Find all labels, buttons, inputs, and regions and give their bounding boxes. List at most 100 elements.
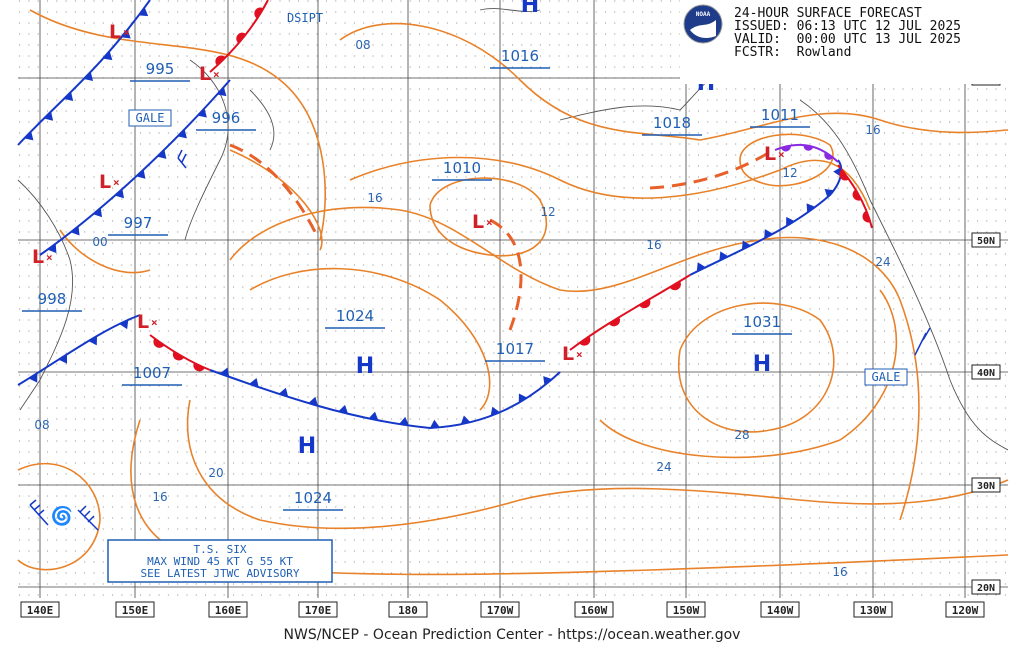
low-center: L [99, 171, 111, 193]
dot-grid [18, 0, 1008, 598]
semicircle [193, 362, 205, 372]
header-title: 24-HOUR SURFACE FORECAST [734, 6, 922, 21]
header-box [680, 0, 1008, 84]
front-triangle [121, 29, 131, 39]
front-semicircle [639, 299, 651, 309]
low-x: × [113, 176, 120, 189]
front-triangle [249, 377, 259, 388]
front-semicircle [824, 151, 834, 160]
lon-label-box [480, 601, 520, 618]
warning-label: GALE [136, 111, 165, 125]
front-triangle [518, 393, 528, 403]
lon-label: 140W [767, 604, 794, 617]
logo-text: NOAA [696, 11, 711, 18]
isobar-label: 16 [152, 490, 167, 504]
front-semicircle [254, 7, 264, 19]
isobar-label: 20 [208, 466, 223, 480]
coastlines [17, 8, 1009, 451]
triangle [138, 7, 149, 17]
lon-label-box [574, 601, 614, 618]
pressure-label: 1024 [336, 307, 374, 325]
occl-mark [780, 145, 791, 152]
semicircle [153, 338, 165, 348]
pressure-label: 997 [124, 214, 153, 232]
triangle [157, 149, 167, 159]
header-valid: VALID: 00:00 UTC 13 JUL 2025 [734, 32, 961, 47]
triangle [114, 188, 124, 199]
low-x: × [151, 316, 158, 329]
triangle [70, 226, 80, 236]
header-forecaster: FCSTR: Rowland [734, 45, 851, 60]
pressure-label: 1016 [501, 47, 539, 65]
triangle [429, 419, 440, 429]
front-triangle [47, 243, 57, 254]
triangle [833, 166, 842, 177]
triangle [83, 71, 94, 81]
front-semicircle [839, 169, 849, 181]
front-triangle [58, 354, 68, 364]
front-triangle [429, 419, 440, 429]
pressure-label: 995 [146, 60, 175, 78]
isobar-label: 16 [832, 565, 847, 579]
front-triangle [278, 387, 289, 397]
front-triangle [28, 373, 38, 383]
lon-label: 160W [581, 604, 608, 617]
triangle [47, 243, 57, 254]
front-semicircle [862, 210, 871, 223]
triangle [58, 354, 68, 364]
lat-label: 40N [977, 368, 995, 379]
lon-label: 170W [487, 604, 514, 617]
triangle [63, 91, 74, 102]
front-semicircle [193, 362, 205, 372]
low-center: L [32, 246, 44, 268]
isobar-label: 24 [656, 460, 671, 474]
low-center: L [137, 311, 149, 333]
lon-label: 140E [27, 604, 54, 617]
isobar-label: 28 [734, 428, 749, 442]
semicircle [254, 7, 264, 19]
pressure-label: 1031 [743, 313, 781, 331]
cold-front [39, 79, 231, 256]
triangle [28, 373, 38, 383]
isobar-label: 12 [782, 166, 797, 180]
lat-label-box [971, 232, 1001, 248]
front-triangle [197, 108, 207, 118]
lon-label-box [760, 601, 800, 618]
front-triangle [136, 169, 146, 179]
triangle [119, 319, 129, 330]
warm-front [149, 334, 211, 371]
semicircle [639, 299, 651, 309]
pressure-label: 998 [38, 290, 67, 308]
wind-barbs [29, 149, 931, 531]
lat-label-box [971, 364, 1001, 380]
occl-mark [803, 144, 814, 151]
triangle [93, 207, 103, 218]
triangle [308, 396, 318, 406]
isobar-label: 16 [367, 191, 382, 205]
lon-label-box [298, 601, 338, 618]
triangle [249, 377, 259, 388]
triangle [278, 387, 289, 397]
front-triangle [43, 111, 54, 121]
front-triangle [93, 207, 103, 218]
logo-bird [690, 20, 716, 38]
lon-label: 150E [122, 604, 149, 617]
semicircle [669, 281, 681, 291]
pressure-label: 1024 [294, 489, 332, 507]
semicircle [862, 210, 871, 223]
triangle [399, 416, 409, 426]
front-triangle [399, 416, 409, 426]
high-center: H [356, 354, 374, 379]
front-triangle [88, 335, 98, 346]
triangle [543, 376, 553, 386]
triangle [177, 129, 187, 139]
lat-label-box [971, 477, 1001, 493]
isobar-label: 08 [355, 38, 370, 52]
front-triangle [460, 415, 471, 425]
cold-front [17, 0, 151, 146]
low-x: × [213, 68, 220, 81]
pressure-label: 996 [212, 109, 241, 127]
front-triangle [103, 51, 113, 61]
footer: NWS/NCEP - Ocean Prediction Center - htt… [284, 627, 741, 643]
isobar-label: 16 [646, 238, 661, 252]
